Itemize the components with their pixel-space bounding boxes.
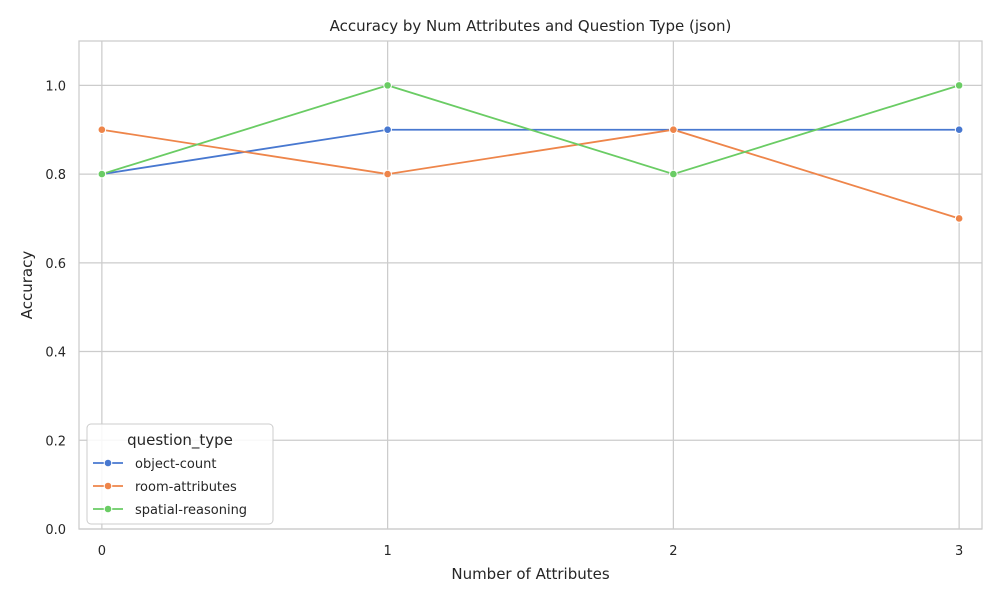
y-tick-label: 0.4 (45, 346, 66, 361)
y-tick-label: 0.6 (45, 257, 66, 272)
legend-label: spatial-reasoning (135, 503, 247, 518)
data-point (383, 81, 392, 90)
x-tick-label: 1 (383, 544, 391, 559)
legend-entry: spatial-reasoning (93, 503, 247, 518)
legend-entry: room-attributes (93, 480, 237, 495)
legend-entry: object-count (93, 457, 216, 472)
legend-marker (103, 504, 113, 514)
legend-marker (103, 458, 113, 468)
data-point (954, 81, 964, 90)
data-point (97, 169, 107, 179)
plot-frame (78, 40, 983, 530)
legend-label: object-count (135, 457, 216, 472)
x-tick-label: 2 (669, 544, 677, 559)
y-tick-label: 0.2 (45, 434, 66, 449)
y-tick-label: 0.8 (45, 168, 66, 183)
x-tick-label: 0 (98, 544, 106, 559)
data-point (383, 125, 392, 135)
data-point (383, 169, 392, 179)
y-tick-label: 1.0 (45, 79, 66, 94)
chart-title: Accuracy by Num Attributes and Question … (330, 17, 732, 35)
legend-entries: object-count room-attributes spatial-reaso… (93, 457, 247, 518)
data-point (97, 125, 107, 135)
data-point (669, 125, 678, 135)
data-point (954, 214, 964, 223)
legend: question_type object-count room-attribute… (86, 423, 274, 525)
tick-labels: 0 1 2 3 0.0 0.2 0.4 0.6 0.8 1.0 (45, 79, 963, 559)
legend-title: question_type (127, 431, 233, 450)
series-room-attributes (97, 125, 964, 223)
series-spatial-reasoning (97, 81, 964, 179)
data-point (669, 169, 678, 179)
series-line (101, 128, 960, 220)
x-axis-label: Number of Attributes (451, 565, 609, 583)
legend-box (86, 423, 274, 525)
data-point (954, 125, 964, 135)
y-axis-label: Accuracy (18, 251, 36, 320)
legend-label: room-attributes (135, 480, 237, 495)
series-line (101, 84, 960, 176)
series-layer (97, 81, 964, 223)
y-tick-label: 0.0 (45, 523, 66, 538)
x-tick-label: 3 (955, 544, 963, 559)
legend-marker (103, 481, 113, 491)
